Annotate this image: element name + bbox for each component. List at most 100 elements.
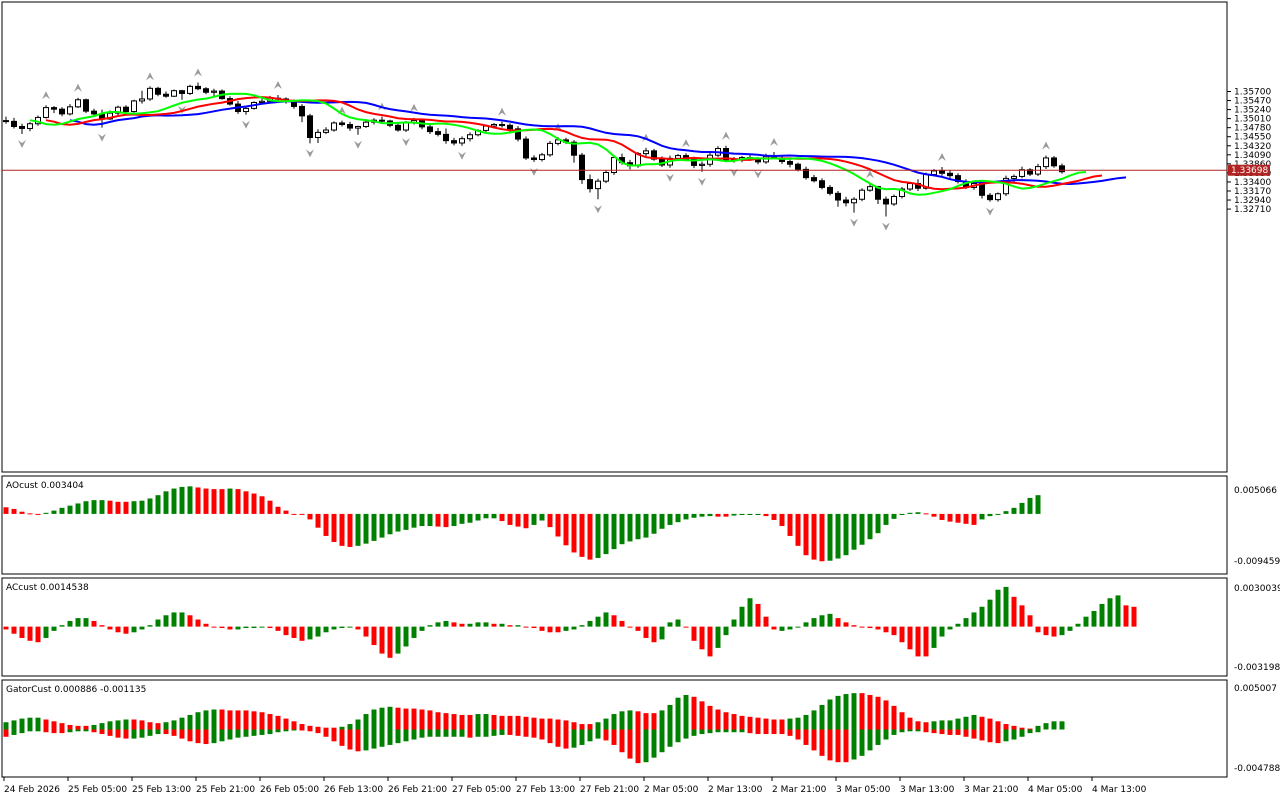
gator-lower-bar [443,729,449,737]
gator-upper-bar [731,714,737,730]
gator-upper-bar [91,724,97,730]
candle-bull-body [115,106,121,114]
candle [187,84,193,96]
ac-bar [411,626,417,638]
candle-bear-body [979,183,985,196]
gator-lower-bar [851,729,857,760]
gator-lower-bar [1019,729,1025,737]
ao-indicator-value: 0.003404 [41,481,84,491]
ao-bar [339,513,345,546]
gator-upper-bar [571,722,577,730]
ao-bar [483,513,489,519]
gator-upper-bar [547,718,553,730]
ac-pane[interactable]: ACcust 0.0014538 0.0030039 -0.0031988 [1,577,1280,677]
candle [59,107,65,117]
candle-bull-body [851,198,857,204]
price-axis-label: 1.34780 [1234,124,1271,134]
gator-lower-bar [723,729,729,733]
fractal-down-icon [850,218,858,227]
candle [875,185,881,204]
ac-bar [627,626,633,628]
gator-lower-bar [395,729,401,744]
gator-lower-bar [67,729,73,733]
candle-bear-body [939,170,945,174]
ao-pane[interactable]: AOcust 0.003404 0.005066 -0.009459 [1,475,1280,575]
ac-bar [355,626,361,630]
candle [603,170,609,184]
candle-bear-body [507,124,513,130]
candle [203,87,209,95]
gator-pane[interactable]: GatorCust 0.000886 -0.001135 0.005007 -0.… [1,679,1280,778]
time-axis-label: 3 Mar 05:00 [836,785,891,795]
gator-upper-bar [819,704,825,730]
gator-upper-bar [387,706,393,730]
ac-bar [163,615,169,627]
candle [179,89,185,100]
candle-bull-body [139,98,145,102]
gator-upper-bar [627,710,633,730]
candle [523,136,529,160]
ac-bar [299,626,305,641]
candle [531,155,537,162]
ao-bar [939,513,945,520]
ao-bar [515,513,521,527]
gator-upper-bar [35,717,41,730]
gator-lower-bar [523,729,529,737]
gator-upper-bar [955,718,961,730]
ao-bar [35,513,41,515]
gator-upper-bar [611,714,617,730]
time-axis-label: 26 Feb 21:00 [388,785,447,795]
gator-upper-bar [763,718,769,730]
candle [595,178,601,200]
ac-bar [963,618,969,627]
ao-bar [739,513,745,516]
gator-upper-bar [371,709,377,730]
ac-bar [43,626,49,638]
time-axis-label: 26 Feb 13:00 [324,785,383,795]
gator-lower-bar [267,729,273,735]
candle-bear-body [579,154,585,181]
time-axis-label: 24 Feb 2026 [4,785,60,795]
ao-bar [491,513,497,519]
main-price-axis: 1.357001.354701.352401.350101.347801.345… [1227,87,1271,215]
ao-bar [779,513,785,527]
gator-lower-bar [963,729,969,737]
ac-bar [955,623,961,627]
candle-bear-body [819,180,825,188]
gator-upper-bar [787,718,793,730]
ac-bar [227,626,233,630]
gator-axis-label: 0.005007 [1234,684,1277,694]
ac-indicator-label: ACcust 0.0014538 [6,583,89,593]
ao-bar [3,507,9,514]
fractal-up-icon [938,152,946,161]
time-axis-label: 4 Mar 05:00 [1028,785,1083,795]
ao-bar [795,513,801,546]
ac-bar [195,619,201,627]
gator-lower-bar [835,729,841,763]
candle-bull-body [331,122,337,131]
gator-lower-bar [675,729,681,743]
candle [43,105,49,119]
candle [859,188,865,202]
price-axis-label: 1.34550 [1234,133,1271,143]
ac-bar [155,619,161,627]
gator-upper-bar [843,694,849,730]
ac-bar [3,626,9,630]
ac-pane-frame [1,577,1228,677]
main-price-pane[interactable]: 1.357001.354701.352401.350101.347801.345… [1,1,1280,473]
ao-bar [699,513,705,517]
gator-upper-bar [411,708,417,730]
ao-bar [275,506,281,514]
ao-bar [203,488,209,514]
candle-bull-body [1019,169,1025,177]
gator-lower-bar [115,729,121,738]
candle [339,120,345,127]
gator-upper-bar [515,715,521,730]
candle-bull-body [931,170,937,175]
ac-bar [491,623,497,627]
ao-bar [1019,502,1025,514]
gator-lower-bar [155,729,161,735]
ao-bar [1011,507,1017,514]
candle-bear-body [179,90,185,94]
